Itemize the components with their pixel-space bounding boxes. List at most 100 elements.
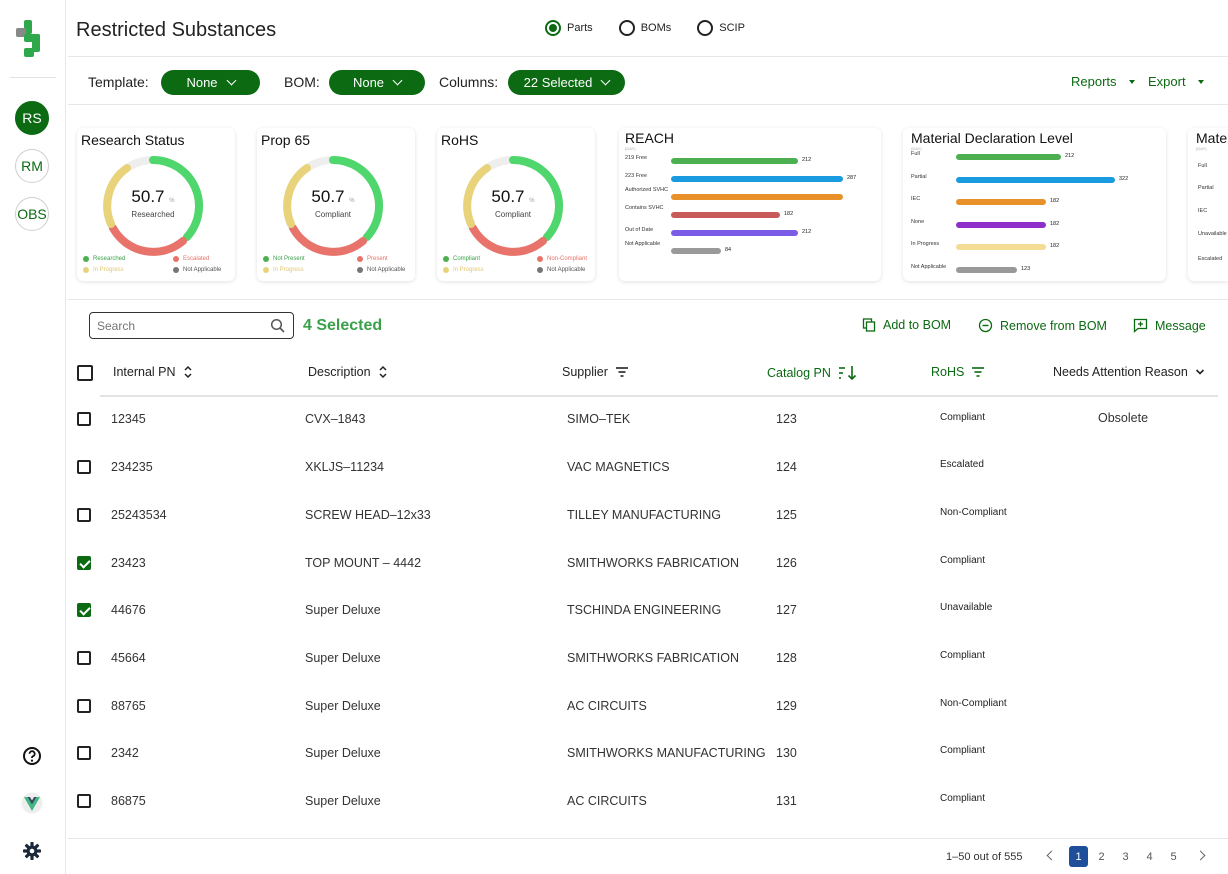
bar-mark[interactable] [956, 244, 1046, 251]
card-title: Prop 65 [261, 132, 311, 148]
page-5-button[interactable]: 5 [1170, 850, 1177, 863]
radio-dot[interactable] [545, 20, 561, 36]
material-declaration-card[interactable]: Material Declaration Level (DAY) Full 212… [903, 128, 1166, 281]
cell-catalog-pn: 125 [776, 508, 797, 522]
bar-mark[interactable] [956, 267, 1017, 273]
row-checkbox[interactable] [77, 746, 91, 760]
rohs-card[interactable]: RoHS 50.7 % Compliant Compliant Non-Comp… [437, 128, 595, 281]
legend-item: Escalated [173, 256, 209, 262]
radio-dot[interactable] [618, 20, 635, 36]
columns-dropdown[interactable]: 22 Selected [508, 70, 625, 95]
reach-card[interactable]: REACH (DAY) 219 Free 212 223 Free 287 Author… [619, 128, 881, 281]
help-icon[interactable] [21, 745, 43, 767]
legend-item: Researched [83, 256, 125, 262]
footer-divider [68, 838, 1228, 839]
sidebar-divider [10, 77, 56, 78]
sidebar-item-rm[interactable]: RM [15, 149, 49, 183]
page-2-button[interactable]: 2 [1098, 850, 1105, 863]
vue-logo-icon[interactable] [21, 792, 43, 814]
bar-mark[interactable] [671, 248, 721, 254]
bar-mark[interactable] [671, 230, 798, 236]
bar-mark[interactable] [956, 199, 1046, 206]
cell-description: Super Deluxe [305, 603, 381, 617]
select-all-checkbox[interactable] [77, 365, 93, 381]
sort-icon [184, 365, 192, 379]
page-1-button[interactable]: 1 [1069, 846, 1088, 867]
column-header-label: Internal PN [113, 365, 176, 379]
search-icon[interactable] [270, 318, 286, 334]
column-header-internal-pn[interactable]: Internal PN [113, 365, 193, 379]
cell-internal-pn: 44676 [111, 603, 146, 617]
radio-label: SCIP [719, 22, 745, 34]
cell-description: Super Deluxe [305, 651, 381, 665]
export-menu[interactable]: Export [1148, 74, 1204, 89]
bom-dropdown[interactable]: None [329, 70, 425, 95]
cell-description: Super Deluxe [305, 794, 381, 808]
column-header-needs-attention[interactable]: Needs Attention Reason [1053, 365, 1205, 379]
bar-mark[interactable] [671, 158, 798, 164]
radio-parts[interactable]: Parts [545, 20, 593, 36]
bar-label: Authorized SVHC [625, 187, 669, 193]
bar-mark[interactable] [956, 176, 1115, 183]
cell-description: SCREW HEAD–12x33 [305, 508, 431, 522]
bar-mark[interactable] [956, 221, 1046, 228]
donut-chart: 50.7 % Researched [97, 150, 209, 262]
bom-label: BOM: [284, 74, 320, 90]
page-4-button[interactable]: 4 [1146, 850, 1153, 863]
row-checkbox[interactable] [77, 508, 91, 522]
donut-chart: 50.7 % Compliant [457, 150, 569, 262]
cell-catalog-pn: 131 [776, 794, 797, 808]
settings-gear-icon[interactable] [21, 840, 43, 862]
bar-mark[interactable] [671, 212, 780, 218]
column-header-catalog-pn[interactable]: Catalog PN [767, 365, 858, 381]
bar-value-label: 212 [802, 157, 812, 163]
template-dropdown[interactable]: None [161, 70, 260, 95]
bar-mark[interactable] [671, 176, 843, 182]
header-divider [100, 395, 1218, 397]
reports-menu[interactable]: Reports [1071, 74, 1135, 89]
chevron-right-icon[interactable] [1195, 850, 1206, 861]
radio-scip[interactable]: SCIP [697, 20, 745, 36]
search-input[interactable] [89, 312, 294, 339]
cell-internal-pn: 88765 [111, 699, 146, 713]
column-header-supplier[interactable]: Supplier [562, 365, 629, 379]
row-checkbox[interactable] [77, 460, 91, 474]
caret-down-icon [1128, 79, 1135, 84]
bar-mark[interactable] [956, 154, 1061, 160]
radio-dot[interactable] [697, 20, 714, 36]
row-checkbox[interactable] [77, 794, 91, 808]
mate-card-partial[interactable]: Mate (DAY) Full Partial IEC Unavailable … [1188, 128, 1228, 281]
add-to-bom-button[interactable]: Add to BOM [862, 318, 951, 332]
sort-icon [379, 365, 387, 379]
radio-boms[interactable]: BOMs [618, 20, 671, 36]
copy-icon [862, 318, 876, 332]
row-checkbox[interactable] [77, 699, 91, 713]
prop65-card[interactable]: Prop 65 50.7 % Compliant Not Present Pre… [257, 128, 415, 281]
bar-label: In Progress [911, 241, 940, 248]
message-label: Message [1155, 318, 1206, 333]
donut-value: 50.7 % [311, 187, 355, 206]
column-header-description[interactable]: Description [308, 365, 388, 379]
column-header-rohs[interactable]: RoHS [931, 365, 985, 379]
row-checkbox[interactable] [77, 603, 91, 617]
sidebar-item-obs[interactable]: OBS [15, 197, 49, 231]
message-button[interactable]: Message [1133, 318, 1206, 333]
row-checkbox[interactable] [77, 556, 91, 570]
legend-item: In Progress [443, 267, 484, 273]
row-checkbox[interactable] [77, 412, 91, 426]
bar-mark[interactable] [671, 194, 843, 200]
cell-internal-pn: 234235 [111, 460, 153, 474]
chevron-down-icon [1195, 369, 1204, 375]
app-logo-icon[interactable] [14, 18, 50, 60]
chevron-left-icon[interactable] [1046, 850, 1057, 861]
research-status-card[interactable]: Research Status 50.7 % Researched Resear… [77, 128, 235, 281]
columns-label: Columns: [439, 74, 499, 90]
cell-rohs: Non-Compliant [940, 507, 1007, 518]
reports-label: Reports [1071, 74, 1117, 89]
row-checkbox[interactable] [77, 651, 91, 665]
page-3-button[interactable]: 3 [1122, 850, 1129, 863]
card-title: REACH [625, 130, 675, 146]
cell-supplier: VAC MAGNETICS [567, 460, 670, 474]
remove-from-bom-button[interactable]: Remove from BOM [978, 318, 1107, 333]
sidebar-item-rs[interactable]: RS [15, 101, 49, 135]
